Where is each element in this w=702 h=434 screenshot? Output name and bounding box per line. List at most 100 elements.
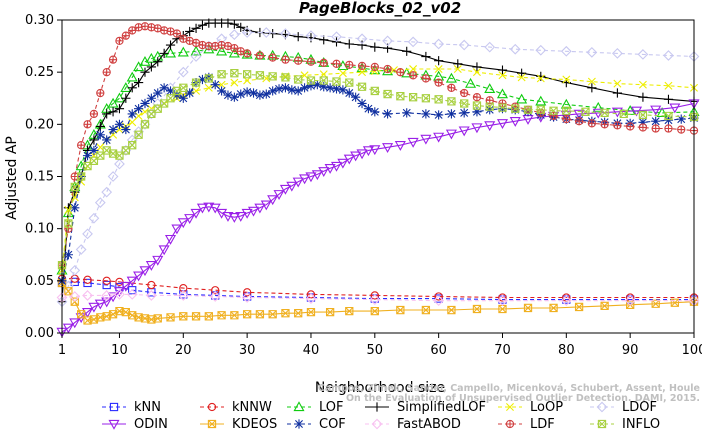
legend-label-fastabod: FastABOD	[397, 417, 461, 432]
point-inflo-29	[306, 76, 316, 85]
point-fastabod-4	[114, 289, 125, 300]
point-odin-13	[139, 266, 151, 277]
point-loop-42	[664, 81, 673, 90]
point-lof-18	[190, 45, 202, 56]
point-cof-17	[165, 86, 176, 96]
point-inflo-53	[638, 110, 648, 120]
point-odin-55	[445, 129, 457, 140]
point-fastabod-13	[497, 295, 508, 307]
point-cof-27	[229, 92, 239, 102]
point-ldof-18	[190, 51, 202, 62]
point-cof-32	[261, 89, 271, 99]
point-ldf-34	[306, 57, 316, 66]
point-ldf-18	[172, 29, 182, 38]
legend-item-odin: ODIN	[102, 417, 168, 432]
y-tick-label-4: 0.20	[25, 117, 54, 132]
legend-item-loop: LoOP	[498, 400, 563, 415]
point-simplifiedlof-6	[95, 121, 105, 132]
point-odin-56	[458, 126, 470, 137]
point-odin-39	[305, 172, 317, 183]
point-simplifiedlof-8	[108, 107, 118, 117]
point-inflo-23	[230, 69, 239, 78]
point-kdeos-16	[166, 313, 175, 322]
point-ldof-36	[586, 46, 598, 58]
point-loop-38	[562, 75, 571, 84]
point-odin-12	[133, 271, 145, 282]
y-tick-label-6: 0.30	[25, 13, 54, 28]
point-fastabod-1	[69, 291, 81, 302]
point-cof-6	[95, 130, 105, 140]
point-lof-12	[133, 61, 145, 72]
point-odin-22	[196, 203, 208, 214]
point-ldof-17	[177, 66, 189, 78]
point-cof-52	[421, 109, 431, 119]
point-ldf-7	[102, 68, 111, 77]
point-inflo-46	[523, 105, 533, 114]
point-odin-7	[101, 297, 113, 308]
point-loop-34	[472, 68, 481, 77]
point-odin-11	[126, 276, 138, 287]
y-tick-label-5: 0.25	[25, 65, 54, 80]
point-simplifiedlof-17	[165, 40, 176, 50]
legend-item-knn: kNN	[102, 400, 161, 415]
point-inflo-31	[332, 77, 341, 86]
point-ldf-58	[613, 121, 622, 130]
point-simplifiedlof-20	[185, 26, 195, 37]
point-kdeos-31	[396, 305, 405, 315]
point-kdeos-18	[191, 312, 201, 321]
point-cof-48	[363, 104, 374, 114]
legend-marker-kdeos	[207, 419, 217, 429]
series-cof	[57, 72, 699, 286]
point-kdeos-1	[64, 287, 73, 296]
point-simplifiedlof-44	[453, 59, 463, 69]
point-ldf-36	[332, 59, 341, 68]
point-kdeos-24	[268, 310, 277, 319]
legend-item-kdeos: KDEOS	[200, 417, 277, 432]
point-odin-36	[286, 181, 298, 192]
point-knnw-3	[102, 276, 111, 285]
series-kdeos	[57, 278, 699, 325]
legend-label-lof: LOF	[319, 400, 344, 415]
point-kdeos-26	[294, 309, 303, 318]
point-ldof-29	[407, 36, 419, 48]
x-tick-label-7: 70	[494, 343, 511, 358]
point-odin-18	[171, 224, 183, 235]
legend-label-knn: kNN	[134, 400, 161, 415]
point-ldof-25	[305, 30, 317, 42]
point-cof-10	[121, 124, 131, 135]
point-odin-32	[260, 200, 272, 211]
point-ldof-37	[612, 48, 623, 59]
point-cof-14	[146, 93, 156, 103]
point-knnw-9	[306, 290, 316, 299]
point-ldf-8	[108, 55, 118, 64]
point-cof-56	[472, 107, 482, 117]
point-inflo-12	[134, 130, 143, 139]
point-odin-5	[88, 302, 100, 313]
point-knnw-12	[498, 293, 507, 302]
point-simplifiedlof-15	[153, 57, 163, 67]
point-ldof-28	[382, 35, 393, 47]
series-line-knnw	[62, 278, 694, 299]
point-odin-26	[222, 211, 234, 222]
point-cof-7	[102, 135, 112, 145]
point-simplifiedlof-21	[191, 23, 201, 33]
point-ldf-46	[460, 88, 469, 98]
point-knnw-4	[115, 277, 124, 287]
point-odin-50	[382, 143, 394, 154]
point-odin-69	[650, 105, 662, 116]
point-inflo-34	[370, 86, 379, 96]
point-simplifiedlof-53	[663, 94, 674, 104]
point-simplifiedlof-37	[344, 39, 354, 49]
point-cof-39	[306, 81, 316, 91]
point-kdeos-19	[204, 312, 213, 321]
point-inflo-43	[485, 102, 494, 111]
series-lof	[56, 43, 700, 275]
point-cof-36	[287, 85, 297, 95]
chart-title: PageBlocks_02_v02	[299, 0, 461, 17]
point-loop-32	[434, 65, 443, 74]
point-odin-54	[433, 132, 445, 143]
point-odin-49	[369, 145, 381, 156]
point-ldf-59	[626, 122, 635, 131]
point-odin-21	[190, 208, 202, 219]
point-cof-2	[70, 203, 80, 213]
